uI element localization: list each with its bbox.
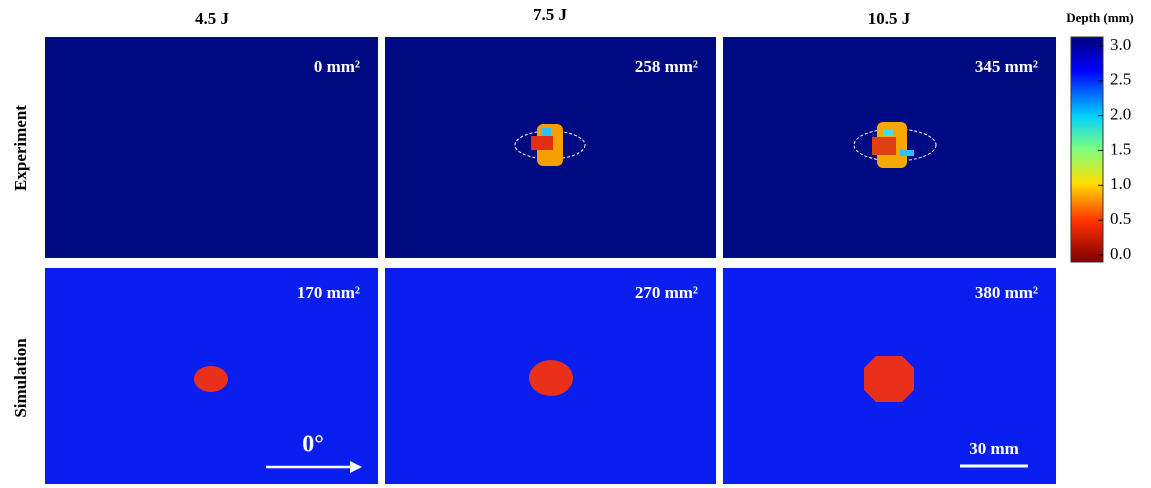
- damage-experiment: [514, 124, 586, 166]
- arrow-head: [350, 461, 362, 473]
- direction-label: 0°: [302, 432, 324, 458]
- row-title: Simulation: [11, 338, 30, 418]
- column-title: 7.5 J: [533, 5, 568, 24]
- colorbar-tick-label: 0.0: [1110, 244, 1131, 263]
- colorbar-tick-label: 2.0: [1110, 105, 1131, 124]
- area-label: 380 mm²: [975, 283, 1038, 302]
- panel: [45, 37, 378, 258]
- scale-bar-label: 30 mm: [969, 439, 1019, 458]
- damage-simulation: [529, 360, 573, 396]
- colorbar-tick-label: 1.5: [1110, 139, 1131, 158]
- colorbar-title: Depth (mm): [1066, 10, 1134, 25]
- column-title: 10.5 J: [868, 9, 911, 28]
- area-label: 0 mm²: [314, 57, 360, 76]
- colorbar-tick-label: 1.0: [1110, 174, 1131, 193]
- area-label: 170 mm²: [297, 283, 360, 302]
- damage-simulation: [194, 366, 228, 392]
- colorbar-tick-label: 2.5: [1110, 70, 1131, 89]
- row-title: Experiment: [11, 105, 30, 191]
- colorbar: [1070, 36, 1104, 263]
- column-title: 4.5 J: [195, 9, 230, 28]
- colorbar-tick-label: 3.0: [1110, 35, 1131, 54]
- area-label: 345 mm²: [975, 57, 1038, 76]
- area-label: 270 mm²: [635, 283, 698, 302]
- colorbar-tick-label: 0.5: [1110, 209, 1131, 228]
- damage-simulation: [864, 356, 914, 402]
- area-label: 258 mm²: [635, 57, 698, 76]
- damage-experiment: [853, 122, 937, 168]
